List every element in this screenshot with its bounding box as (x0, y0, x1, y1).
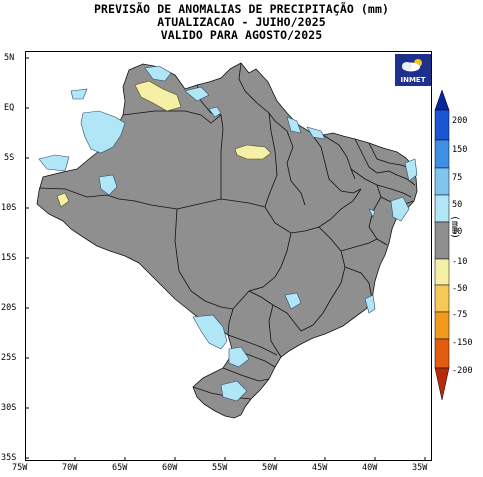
title-line-2: ATUALIZACAO - JUIHO/2025 (157, 15, 326, 29)
legend-label-m200: -200 (452, 366, 473, 376)
legend-swatch-m50-m10 (434, 258, 450, 286)
legend-label-m50: -50 (452, 284, 468, 294)
lon-label-55w: 55W (212, 463, 228, 473)
lat-label-10s: 10S (1, 203, 17, 213)
legend-label-m75: -75 (452, 310, 468, 320)
lat-label-5s: 5S (4, 153, 15, 163)
cloud-sun-icon (402, 59, 422, 72)
lat-label-15s: 15S (1, 253, 17, 263)
legend-swatch-m200-m150 (434, 338, 450, 369)
legend-swatch-below-m200 (434, 367, 450, 401)
legend-label-10: 10 (452, 227, 463, 237)
legend-swatch-75-150 (434, 139, 450, 169)
legend-swatch-10-50 (434, 194, 450, 223)
legend-label-50: 50 (452, 200, 463, 210)
legend-swatch-above-200 (434, 90, 450, 111)
legend-label-75: 75 (452, 173, 463, 183)
legend-swatch-neutral (434, 221, 450, 260)
title-line-3: VALIDO PARA AGOSTO/2025 (160, 28, 323, 42)
lat-label-30s: 30S (1, 403, 17, 413)
map-title: PREVISÃO DE ANOMALIAS DE PRECIPITAÇÃO (m… (0, 3, 483, 42)
logo-text: INMET (400, 76, 426, 84)
lon-label-45w: 45W (312, 463, 328, 473)
lat-label-35s: 35S (1, 453, 17, 463)
lon-label-35w: 35W (412, 463, 428, 473)
lat-label-20s: 20S (1, 303, 17, 313)
wet-anomaly-areas (38, 65, 418, 402)
lat-label-25s: 25S (1, 353, 17, 363)
legend-colorbar (434, 90, 450, 401)
lon-label-75w: 75W (12, 463, 28, 473)
legend-swatch-m75-m50 (434, 284, 450, 313)
title-line-1: PREVISÃO DE ANOMALIAS DE PRECIPITAÇÃO (m… (94, 2, 389, 16)
axis-ticks (25, 57, 426, 461)
brazil-anomaly-map (25, 57, 426, 461)
legend-swatch-150-200 (434, 109, 450, 141)
legend-label-200: 200 (452, 116, 468, 126)
lat-label-5n: 5N (4, 53, 15, 63)
lon-label-70w: 70W (62, 463, 78, 473)
legend-unit-label: (mm) (449, 215, 460, 240)
legend-label-m10: -10 (452, 257, 468, 267)
lon-label-65w: 65W (112, 463, 128, 473)
lon-label-60w: 60W (162, 463, 178, 473)
dry-anomaly-areas (56, 80, 272, 208)
lon-label-50w: 50W (262, 463, 278, 473)
lat-label-eq: EQ (4, 103, 15, 113)
inmet-logo: INMET (395, 54, 431, 86)
legend-label-m150: -150 (452, 338, 473, 348)
legend-label-150: 150 (452, 145, 468, 155)
legend-swatch-50-75 (434, 167, 450, 196)
lon-label-40w: 40W (362, 463, 378, 473)
legend-swatch-m150-m75 (434, 311, 450, 340)
